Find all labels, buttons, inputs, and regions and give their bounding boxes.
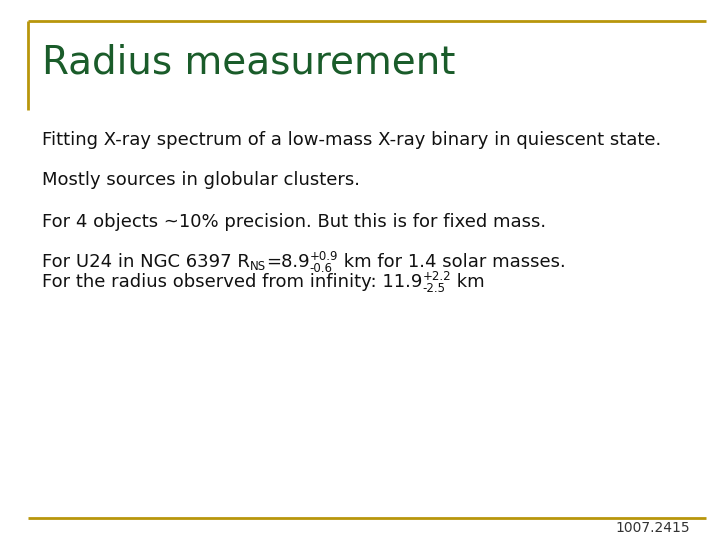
Text: Mostly sources in globular clusters.: Mostly sources in globular clusters.	[42, 171, 360, 189]
Text: +0.9: +0.9	[310, 249, 338, 262]
Text: 1007.2415: 1007.2415	[616, 521, 690, 535]
Text: km for 1.4 solar masses.: km for 1.4 solar masses.	[338, 253, 566, 271]
Text: For 4 objects ~10% precision. But this is for fixed mass.: For 4 objects ~10% precision. But this i…	[42, 213, 546, 231]
Text: Fitting X-ray spectrum of a low-mass X-ray binary in quiescent state.: Fitting X-ray spectrum of a low-mass X-r…	[42, 131, 661, 149]
Text: For the radius observed from infinity: 11.9: For the radius observed from infinity: 1…	[42, 273, 423, 291]
Text: +2.2: +2.2	[423, 269, 451, 282]
Text: -2.5: -2.5	[423, 281, 446, 294]
Text: NS: NS	[250, 260, 266, 273]
Text: km: km	[451, 273, 485, 291]
Text: =8.9: =8.9	[266, 253, 310, 271]
Text: -0.6: -0.6	[310, 261, 333, 274]
Text: For U24 in NGC 6397 R: For U24 in NGC 6397 R	[42, 253, 250, 271]
Text: Radius measurement: Radius measurement	[42, 43, 455, 81]
